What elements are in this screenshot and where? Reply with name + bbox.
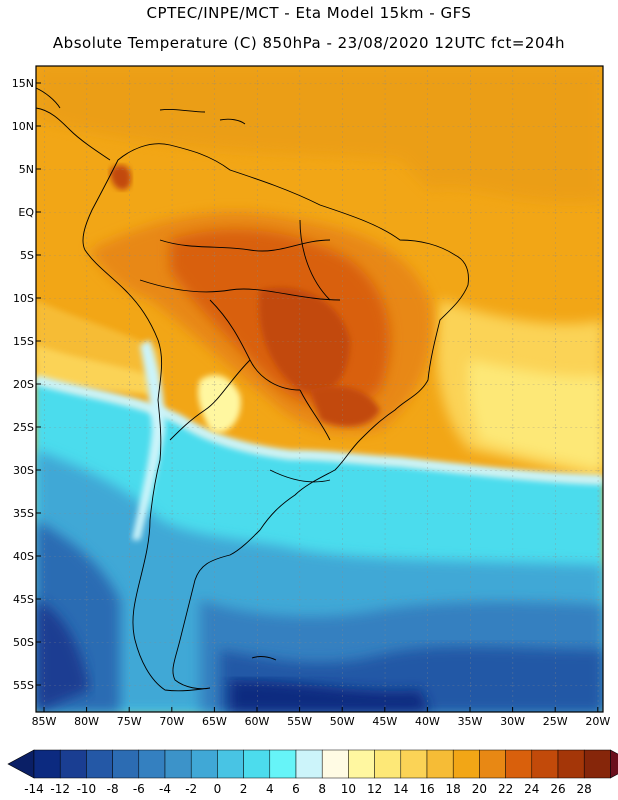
colorbar-tick-label: 6 bbox=[292, 782, 300, 796]
temperature-map bbox=[35, 65, 604, 713]
colorbar-tick-label: 26 bbox=[550, 782, 566, 796]
latitude-label: 25S bbox=[13, 421, 34, 434]
colorbar-tick-label: -12 bbox=[50, 782, 70, 796]
colorbar-box bbox=[426, 749, 454, 779]
colorbar-box bbox=[33, 749, 61, 779]
colorbar bbox=[7, 749, 618, 779]
colorbar-box bbox=[138, 749, 166, 779]
colorbar-tick-label: 20 bbox=[471, 782, 488, 796]
colorbar-box bbox=[243, 749, 271, 779]
latitude-label: 40S bbox=[13, 550, 34, 563]
colorbar-tick-label: -2 bbox=[185, 782, 198, 796]
colorbar-tick-label: -6 bbox=[132, 782, 145, 796]
longitude-label: 40W bbox=[414, 715, 440, 728]
colorbar-box bbox=[295, 749, 323, 779]
latitude-label: 50S bbox=[13, 636, 34, 649]
colorbar-box bbox=[505, 749, 533, 779]
latitude-label: EQ bbox=[18, 206, 34, 219]
colorbar-box bbox=[321, 749, 349, 779]
longitude-label: 50W bbox=[329, 715, 355, 728]
latitude-label: 10N bbox=[11, 120, 34, 133]
colorbar-box bbox=[86, 749, 113, 779]
longitude-label: 85W bbox=[31, 715, 57, 728]
colorbar-box bbox=[557, 749, 585, 779]
longitude-label: 45W bbox=[372, 715, 398, 728]
longitude-label: 35W bbox=[457, 715, 483, 728]
map-frame bbox=[35, 65, 604, 713]
coastlines bbox=[36, 87, 469, 692]
latitude-label: 35S bbox=[13, 507, 34, 520]
colorbar-tick-label: 16 bbox=[419, 782, 435, 796]
colorbar-tick-label: 8 bbox=[318, 782, 326, 796]
colorbar-tick-label: 10 bbox=[340, 782, 357, 796]
colorbar-tick-label: -4 bbox=[159, 782, 171, 796]
longitude-label: 70W bbox=[159, 715, 185, 728]
latitude-label: 30S bbox=[13, 464, 34, 477]
longitude-label: 65W bbox=[201, 715, 227, 728]
colorbar-box bbox=[164, 749, 192, 779]
latitude-label: 15S bbox=[13, 335, 34, 348]
colorbar-box bbox=[479, 749, 506, 779]
longitude-label: 25W bbox=[542, 715, 568, 728]
colorbar-box bbox=[452, 749, 480, 779]
latitude-label: 10S bbox=[13, 292, 34, 305]
colorbar-under-arrow bbox=[7, 749, 35, 779]
latitude-label: 45S bbox=[13, 593, 34, 606]
colorbar-tick-label: 28 bbox=[576, 782, 592, 796]
colorbar-over-arrow bbox=[610, 749, 618, 779]
colorbar-box bbox=[374, 749, 402, 779]
colorbar-tick-label: 14 bbox=[393, 782, 409, 796]
latitude-label: 20S bbox=[13, 378, 34, 391]
colorbar-tick-label: -8 bbox=[106, 782, 119, 796]
colorbar-box bbox=[59, 749, 87, 779]
colorbar-tick-label: -14 bbox=[24, 782, 44, 796]
colorbar-tick-label: 2 bbox=[239, 782, 248, 796]
longitude-label: 20W bbox=[585, 715, 611, 728]
colorbar-box bbox=[190, 749, 218, 779]
colorbar-box bbox=[531, 749, 559, 779]
colorbar-box bbox=[348, 749, 375, 779]
colorbar-tick-label: 0 bbox=[213, 782, 222, 796]
colorbar-tick-label: 22 bbox=[497, 782, 514, 796]
map-title-line-1: CPTEC/INPE/MCT - Eta Model 15km - GFS bbox=[146, 4, 472, 22]
latitude-label: 15N bbox=[11, 77, 34, 90]
longitude-label: 60W bbox=[244, 715, 270, 728]
colorbar-tick-label: 24 bbox=[524, 782, 540, 796]
colorbar-box bbox=[583, 749, 611, 779]
latitude-label: 5N bbox=[18, 163, 34, 176]
longitude-label: 30W bbox=[500, 715, 526, 728]
longitude-label: 80W bbox=[74, 715, 100, 728]
longitude-label: 55W bbox=[287, 715, 313, 728]
colorbar-tick-label: 4 bbox=[265, 782, 274, 796]
latitude-label: 5S bbox=[20, 249, 34, 262]
colorbar-tick-label: -10 bbox=[76, 782, 97, 796]
latitude-label: 55S bbox=[13, 679, 34, 692]
map-title-line-2: Absolute Temperature (C) 850hPa - 23/08/… bbox=[52, 34, 566, 52]
colorbar-tick-label: 12 bbox=[366, 782, 383, 796]
colorbar-box bbox=[217, 749, 244, 779]
grid-lines bbox=[36, 66, 603, 712]
longitude-label: 75W bbox=[116, 715, 142, 728]
colorbar-tick-label: 18 bbox=[445, 782, 461, 796]
colorbar-box bbox=[112, 749, 140, 779]
colorbar-box bbox=[400, 749, 428, 779]
colorbar-box bbox=[269, 749, 297, 779]
